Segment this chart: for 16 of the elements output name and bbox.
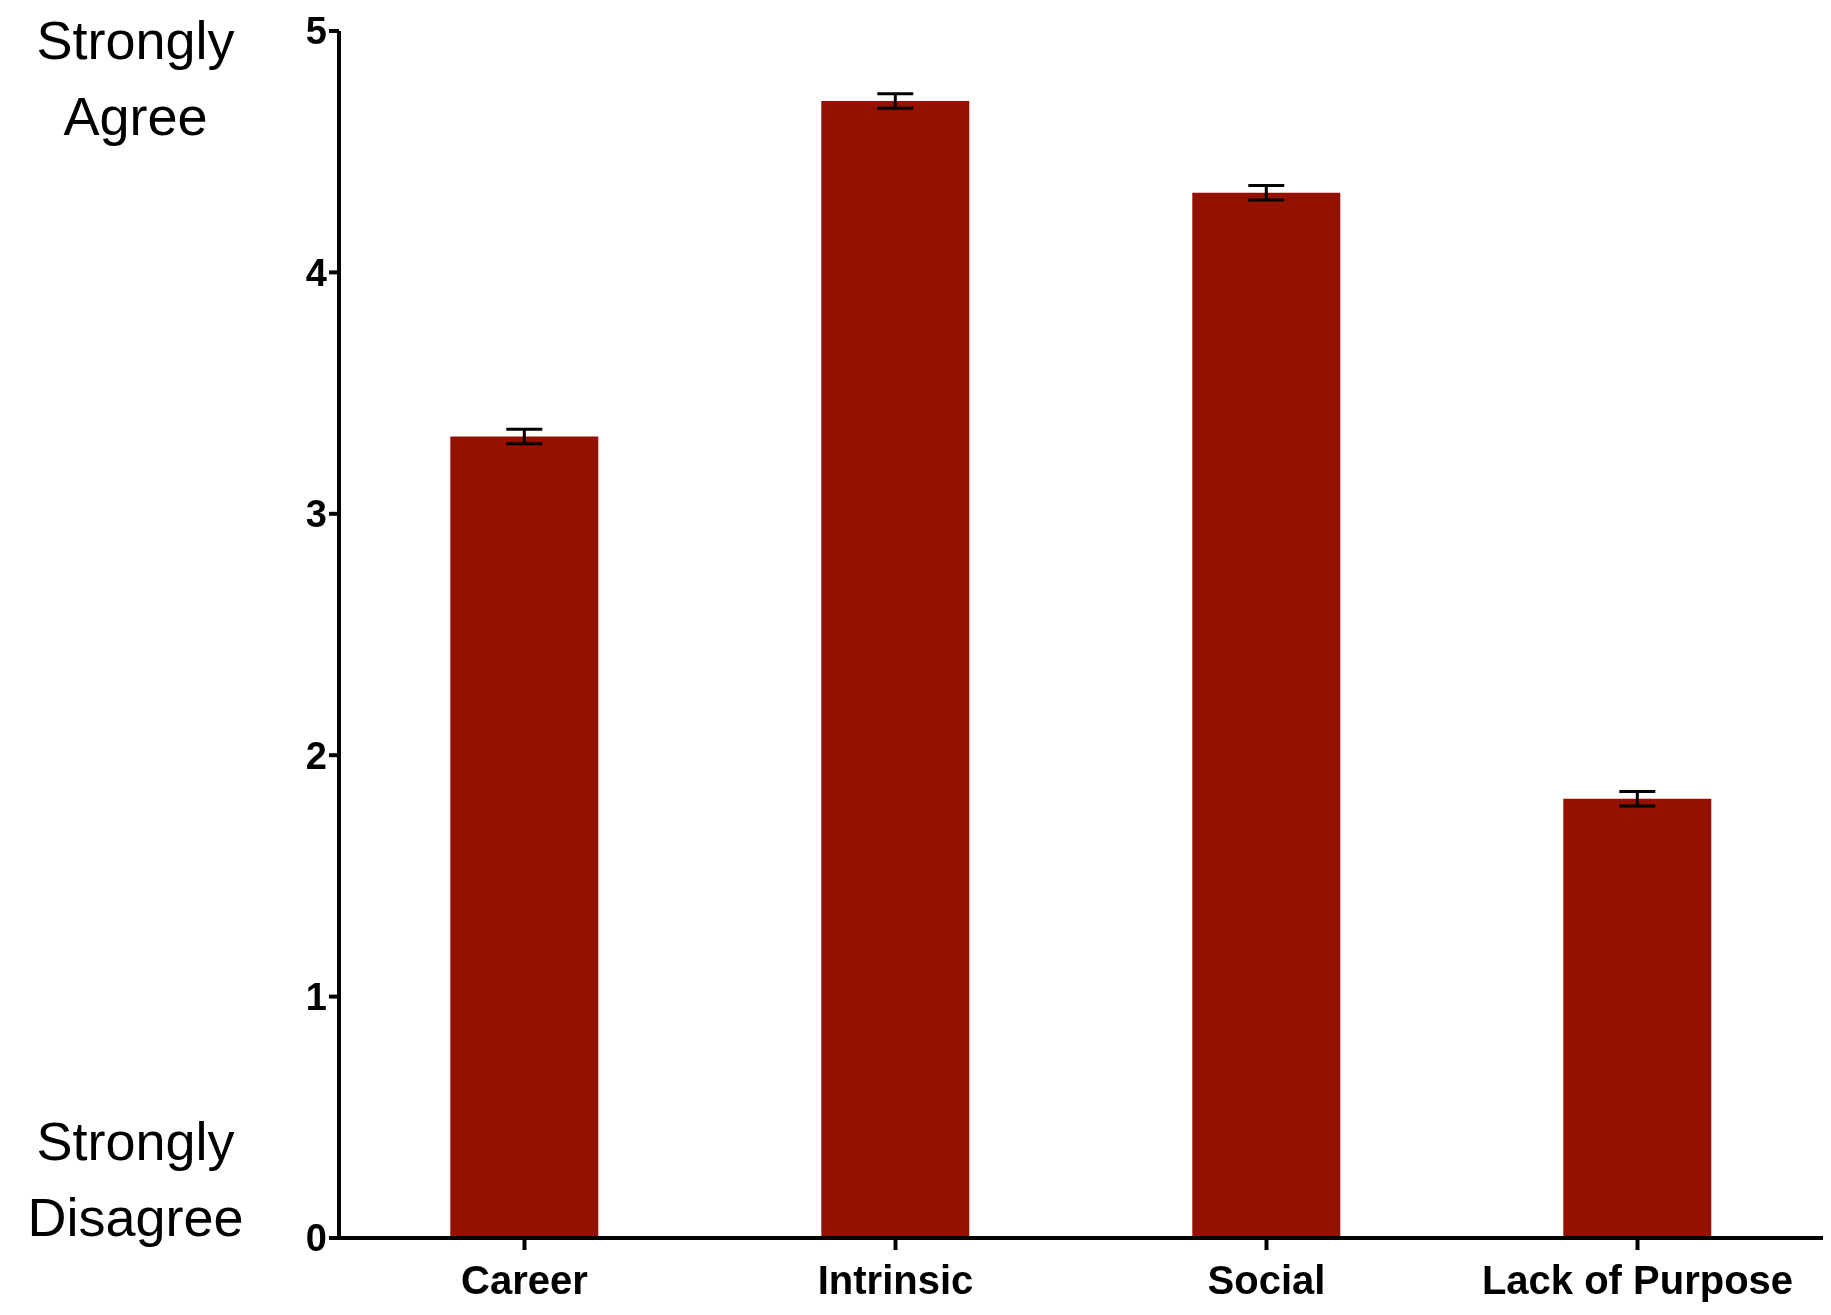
x-tick-label: Intrinsic	[817, 1258, 974, 1303]
y-tick-label: 3	[305, 493, 327, 536]
bar	[1563, 798, 1712, 1238]
bar	[1192, 192, 1341, 1238]
x-tick-label: Career	[461, 1258, 588, 1303]
y-tick-label: 1	[305, 976, 327, 1019]
y-tick-label: 0	[305, 1217, 327, 1260]
y-tick-label: 5	[305, 10, 327, 53]
bar	[821, 101, 970, 1238]
bar	[450, 436, 599, 1238]
text: Strongly Agree	[35, 9, 236, 148]
y-tick-label: 2	[305, 734, 327, 777]
y-tick-label: 4	[305, 251, 327, 294]
text: Strongly Disagree	[26, 1110, 245, 1249]
x-tick-label: Lack of Purpose	[1481, 1258, 1794, 1303]
x-tick-label: Social	[1207, 1258, 1326, 1303]
